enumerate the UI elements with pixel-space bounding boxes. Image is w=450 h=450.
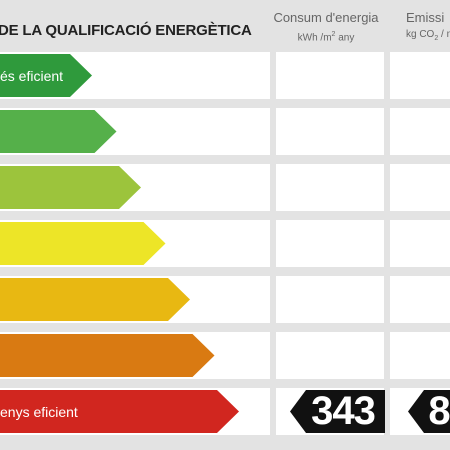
- emissions-rating-tag: [408, 390, 450, 433]
- emissions-value-cell: [390, 220, 450, 267]
- rating-arrow-shape: [0, 334, 215, 377]
- scale-row: [0, 276, 450, 323]
- rating-arrow-shape: [0, 166, 141, 209]
- energy-rating-tag-shape: [290, 390, 385, 433]
- rating-arrow-shape: [0, 222, 166, 265]
- emissions-value-cell: [390, 108, 450, 155]
- emissions-rating-tag-shape: [408, 390, 450, 433]
- scale-row: [0, 108, 450, 155]
- rating-arrow-shape: [0, 54, 92, 97]
- rating-arrow-shape: [0, 278, 190, 321]
- emissions-column-unit: kg CO2 / m: [406, 29, 450, 42]
- energy-rating-tag: [290, 390, 385, 433]
- energy-column-unit: kWh /m2 any: [297, 31, 355, 44]
- rating-arrow: [0, 334, 215, 377]
- rating-arrow-shape: [0, 110, 117, 153]
- header: DE LA QUALIFICACIÓ ENERGÈTICA Consum d'e…: [0, 0, 450, 50]
- rating-arrow: [0, 110, 117, 153]
- most-efficient-label: és eficient: [0, 68, 64, 84]
- emissions-column-label: Emissi: [406, 10, 445, 25]
- energy-value: 343: [311, 389, 376, 433]
- emissions-value-cell: [390, 276, 450, 323]
- energy-column-label: Consum d'energia: [273, 10, 379, 25]
- rating-arrow-shape: [0, 390, 239, 433]
- energy-value-cell: [276, 108, 384, 155]
- least-efficient-label: enys eficient: [0, 404, 78, 420]
- scale-row: [0, 332, 450, 379]
- rating-arrow: [0, 54, 92, 97]
- scale-row: és eficient: [0, 52, 450, 99]
- emissions-column-header: Emissi kg CO2 / m: [388, 10, 450, 46]
- emissions-value-cell: [390, 164, 450, 211]
- rating-arrow: [0, 278, 190, 321]
- energy-value-cell: [276, 164, 384, 211]
- energy-value-cell: [276, 332, 384, 379]
- energy-value-cell: [276, 276, 384, 323]
- rating-arrow: [0, 222, 166, 265]
- rating-arrow: [0, 166, 141, 209]
- emissions-value-cell: [390, 332, 450, 379]
- scale-row: enys eficient 343 8: [0, 388, 450, 435]
- energy-value-cell: [276, 52, 384, 99]
- emissions-value: 8: [428, 389, 450, 433]
- energy-column-header: Consum d'energia kWh /m2 any: [272, 10, 380, 45]
- emissions-value-cell: [390, 52, 450, 99]
- energy-value-cell: [276, 220, 384, 267]
- scale-row: [0, 220, 450, 267]
- scale-row: [0, 164, 450, 211]
- certificate-title: DE LA QUALIFICACIÓ ENERGÈTICA: [0, 22, 252, 39]
- rating-arrow: [0, 390, 239, 433]
